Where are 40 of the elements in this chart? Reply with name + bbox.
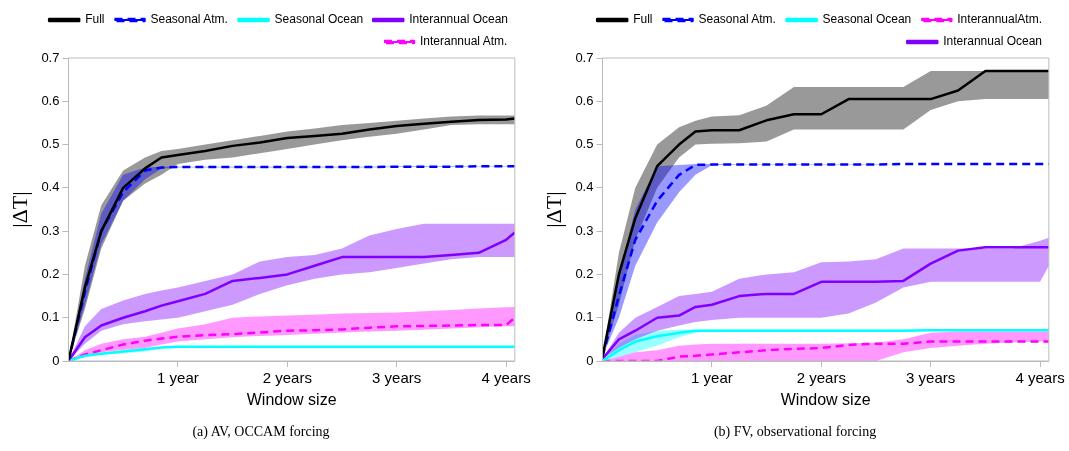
- y-tick-label: 0.3: [41, 222, 60, 238]
- y-tick-label: 0.3: [575, 222, 594, 238]
- legend-label: Seasonal Ocean: [274, 12, 364, 27]
- legend-label: Seasonal Ocean: [822, 12, 912, 27]
- y-tick-label: 0.4: [575, 179, 594, 195]
- legend-label: Seasonal Atm.: [150, 12, 228, 27]
- y-tick-label: 0.2: [41, 266, 60, 282]
- y-tick-label: 0.7: [41, 49, 60, 65]
- x-tick-label: 2 years: [262, 369, 312, 387]
- y-axis-title: |ΔT|: [6, 191, 32, 228]
- legend-label: Interannual Ocean: [409, 12, 509, 27]
- x-tick-label: 2 years: [796, 369, 846, 387]
- x-axis-title: Window size: [246, 391, 337, 409]
- y-tick-label: 0.7: [575, 49, 594, 65]
- y-tick-label: 0.1: [41, 309, 60, 325]
- y-tick-label: 0.1: [575, 309, 594, 325]
- x-tick-label: 1 year: [157, 369, 199, 387]
- y-tick-label: 0.4: [41, 179, 60, 195]
- text: (b) FV, observational forcing: [713, 424, 877, 441]
- legend-label: Interannual Ocean: [943, 34, 1043, 49]
- legend-label: Interannual Atm.: [419, 34, 508, 49]
- x-tick-label: 3 years: [906, 369, 956, 387]
- x-tick-label: 4 years: [1015, 369, 1065, 387]
- legend-label: Full: [633, 12, 653, 27]
- y-tick-label: 0: [52, 352, 60, 368]
- y-tick-label: 0: [586, 352, 594, 368]
- y-tick-label: 0.5: [575, 136, 594, 152]
- y-tick-label: 0.6: [41, 92, 60, 108]
- y-tick-label: 0.2: [575, 266, 594, 282]
- x-tick-label: 3 years: [372, 369, 422, 387]
- y-tick-label: 0.6: [575, 92, 594, 108]
- legend-label: InterannualAtm.: [957, 12, 1042, 27]
- legend-label: Seasonal Atm.: [698, 12, 776, 27]
- text: (a) AV, OCCAM forcing: [192, 424, 330, 441]
- x-tick-label: 1 year: [691, 369, 733, 387]
- y-tick-label: 0.5: [41, 136, 60, 152]
- x-tick-label: 4 years: [481, 369, 531, 387]
- y-axis-title: |ΔT|: [540, 191, 566, 228]
- legend-label: Full: [85, 12, 105, 27]
- x-axis-title: Window size: [780, 391, 871, 409]
